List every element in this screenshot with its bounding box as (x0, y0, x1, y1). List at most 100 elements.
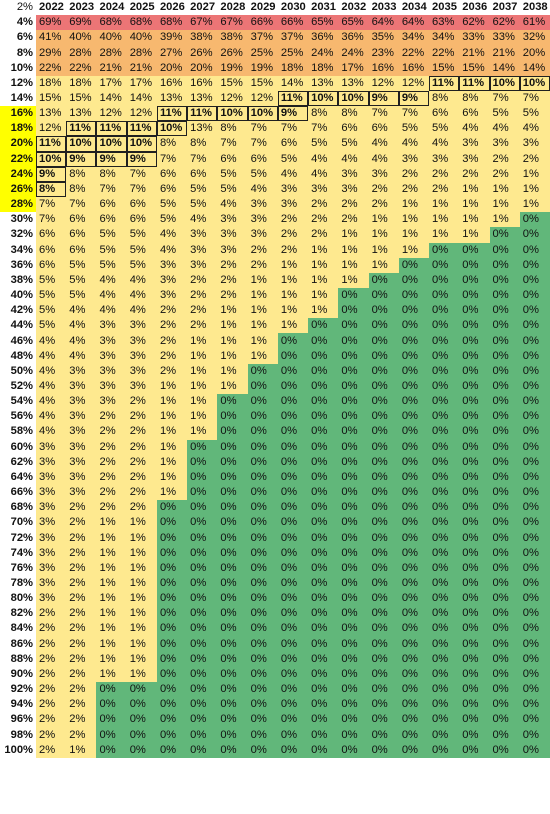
table-cell: 1% (126, 591, 157, 607)
table-cell: 0% (429, 424, 460, 440)
row-label: 68% (0, 500, 36, 516)
table-cell: 0% (429, 363, 460, 379)
table-cell: 0% (277, 333, 309, 349)
table-cell: 15% (459, 60, 490, 76)
table-cell: 0% (308, 485, 339, 501)
table-cell: 5% (126, 242, 157, 258)
table-cell: 2% (368, 181, 399, 198)
year-header: 2032 (338, 0, 369, 16)
table-cell: 2% (217, 257, 248, 273)
table-cell: 0% (217, 500, 248, 516)
table-cell: 2% (66, 591, 97, 607)
table-cell: 11% (96, 121, 127, 137)
table-cell: 0% (308, 591, 339, 607)
table-cell: 64% (368, 15, 399, 31)
table-cell: 0% (398, 545, 430, 561)
table-cell: 0% (217, 591, 248, 607)
table-cell: 0% (429, 545, 460, 561)
table-cell: 0% (398, 348, 430, 364)
table-cell: 0% (338, 469, 369, 485)
table-cell: 0% (489, 348, 520, 364)
table-cell: 1% (308, 287, 339, 304)
table-row: 36% 6% 5% 5% 5% 3% 3% 2% 2% 1% 1% 1% 1% 0% 0% 0% 0% 0% (0, 257, 550, 273)
table-cell: 4% (66, 303, 97, 319)
table-cell: 0% (519, 242, 550, 258)
year-header: 2026 (156, 0, 188, 16)
table-cell: 1% (126, 560, 157, 576)
table-cell: 0% (429, 272, 460, 288)
table-cell: 4% (36, 394, 67, 410)
table-cell: 3% (96, 363, 127, 379)
table-row: 28% 7% 7% 6% 6% 5% 5% 4% 3% 3% 2% 2% 2% 1% 1% 1% 1% 1% (0, 197, 550, 213)
table-cell: 10% (338, 90, 369, 107)
table-cell: 3% (187, 242, 218, 258)
table-cell: 0% (459, 530, 490, 546)
row-label: 38% (0, 272, 36, 288)
table-cell: 3% (66, 485, 97, 501)
table-cell: 41% (36, 30, 67, 46)
table-cell: 10% (96, 136, 127, 152)
row-label: 18% (0, 121, 36, 137)
table-cell: 2% (96, 469, 127, 485)
row-label: 56% (0, 409, 36, 425)
table-cell: 1% (338, 272, 369, 288)
row-label: 60% (0, 439, 36, 455)
table-cell: 0% (156, 621, 188, 637)
table-cell: 0% (489, 666, 520, 683)
table-cell: 4% (368, 136, 399, 152)
table-cell: 0% (187, 454, 218, 470)
table-cell: 0% (429, 348, 460, 364)
table-cell: 69% (36, 15, 67, 31)
table-cell: 2% (187, 318, 218, 334)
table-cell: 5% (217, 181, 248, 198)
table-cell: 13% (36, 106, 67, 122)
table-cell: 33% (459, 30, 490, 46)
table-cell: 0% (277, 560, 309, 576)
table-cell: 28% (126, 45, 157, 61)
table-row: 22% 10% 9% 9% 9% 7% 7% 6% 6% 5% 4% 4% 4% 3% 3% 3% 2% 2% (0, 151, 550, 167)
table-cell: 0% (429, 409, 460, 425)
table-cell: 5% (247, 166, 278, 182)
table-cell: 0% (429, 712, 460, 728)
table-cell: 68% (96, 15, 127, 31)
table-cell: 0% (247, 621, 278, 637)
row-label: 12% (0, 75, 36, 91)
table-cell: 12% (247, 90, 278, 107)
table-cell: 0% (277, 697, 309, 713)
table-cell: 0% (368, 651, 399, 667)
table-cell: 0% (489, 606, 520, 622)
table-cell: 4% (96, 272, 127, 288)
table-cell: 0% (368, 712, 399, 728)
table-cell: 0% (459, 272, 490, 288)
table-cell: 0% (459, 287, 490, 304)
table-cell: 0% (519, 515, 550, 531)
table-cell: 0% (398, 515, 430, 531)
table-cell: 0% (217, 651, 248, 667)
table-cell: 3% (66, 439, 97, 455)
table-cell: 18% (308, 60, 339, 76)
table-cell: 2% (368, 197, 399, 213)
table-cell: 3% (66, 378, 97, 395)
table-cell: 0% (126, 742, 157, 758)
table-cell: 0% (489, 500, 520, 516)
year-header: 2027 (187, 0, 218, 16)
table-cell: 2% (156, 348, 188, 364)
table-cell: 2% (398, 181, 430, 198)
row-label: 54% (0, 394, 36, 410)
table-cell: 2% (459, 166, 490, 182)
table-cell: 1% (217, 318, 248, 334)
table-cell: 0% (338, 530, 369, 546)
table-cell: 0% (368, 575, 399, 592)
table-cell: 1% (217, 348, 248, 364)
table-cell: 0% (459, 651, 490, 667)
table-row: 32% 6% 6% 5% 5% 4% 3% 3% 3% 2% 2% 1% 1% 1% 1% 1% 0% 0% (0, 227, 550, 243)
table-cell: 2% (36, 666, 67, 683)
table-cell: 0% (489, 575, 520, 592)
table-cell: 6% (36, 227, 67, 243)
table-cell: 1% (489, 212, 520, 228)
table-cell: 2% (519, 151, 550, 167)
table-cell: 1% (126, 636, 157, 652)
table-cell: 4% (308, 166, 339, 182)
table-cell: 0% (398, 439, 430, 455)
table-cell: 1% (398, 227, 430, 243)
